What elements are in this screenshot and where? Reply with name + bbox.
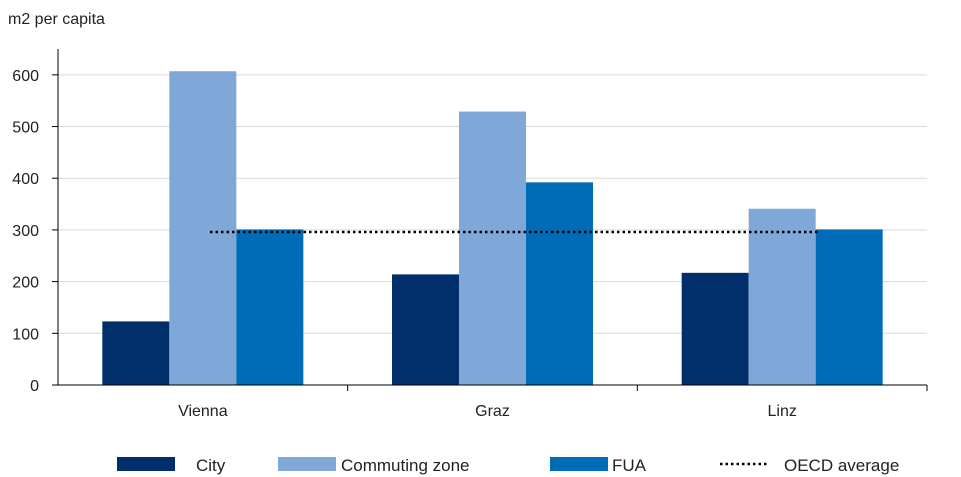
legend-swatch [278,457,336,471]
y-tick-label: 0 [30,378,39,395]
y-tick-label: 100 [12,326,39,343]
bar [236,229,304,385]
y-tick-label: 300 [12,223,39,240]
legend-swatch [117,457,175,471]
x-tick-label: Graz [475,403,510,420]
legend-label: OECD average [784,456,899,475]
bar [102,321,170,385]
bar [459,111,526,385]
bars [102,71,883,385]
x-tick-label: Linz [767,403,796,420]
y-tick-label: 200 [12,275,39,292]
legend: City Commuting zone FUA OECD average [117,456,899,475]
y-tick-labels: 0 100 200 300 400 500 600 [12,68,39,395]
y-tick-label: 600 [12,68,39,85]
legend-swatch [550,457,608,471]
bar [681,272,749,385]
legend-label: FUA [612,456,647,475]
y-axis-label: m2 per capita [8,11,105,28]
bar [815,229,883,385]
bar [392,274,459,385]
y-tick-label: 400 [12,171,39,188]
x-tick-labels: Vienna Graz Linz [178,403,797,420]
legend-label: City [196,456,226,475]
x-tick-label: Vienna [178,403,228,420]
bar [526,182,593,385]
y-tick-label: 500 [12,120,39,137]
bar [748,208,816,385]
bar [169,71,237,385]
legend-label: Commuting zone [341,456,470,475]
axes [52,49,928,391]
